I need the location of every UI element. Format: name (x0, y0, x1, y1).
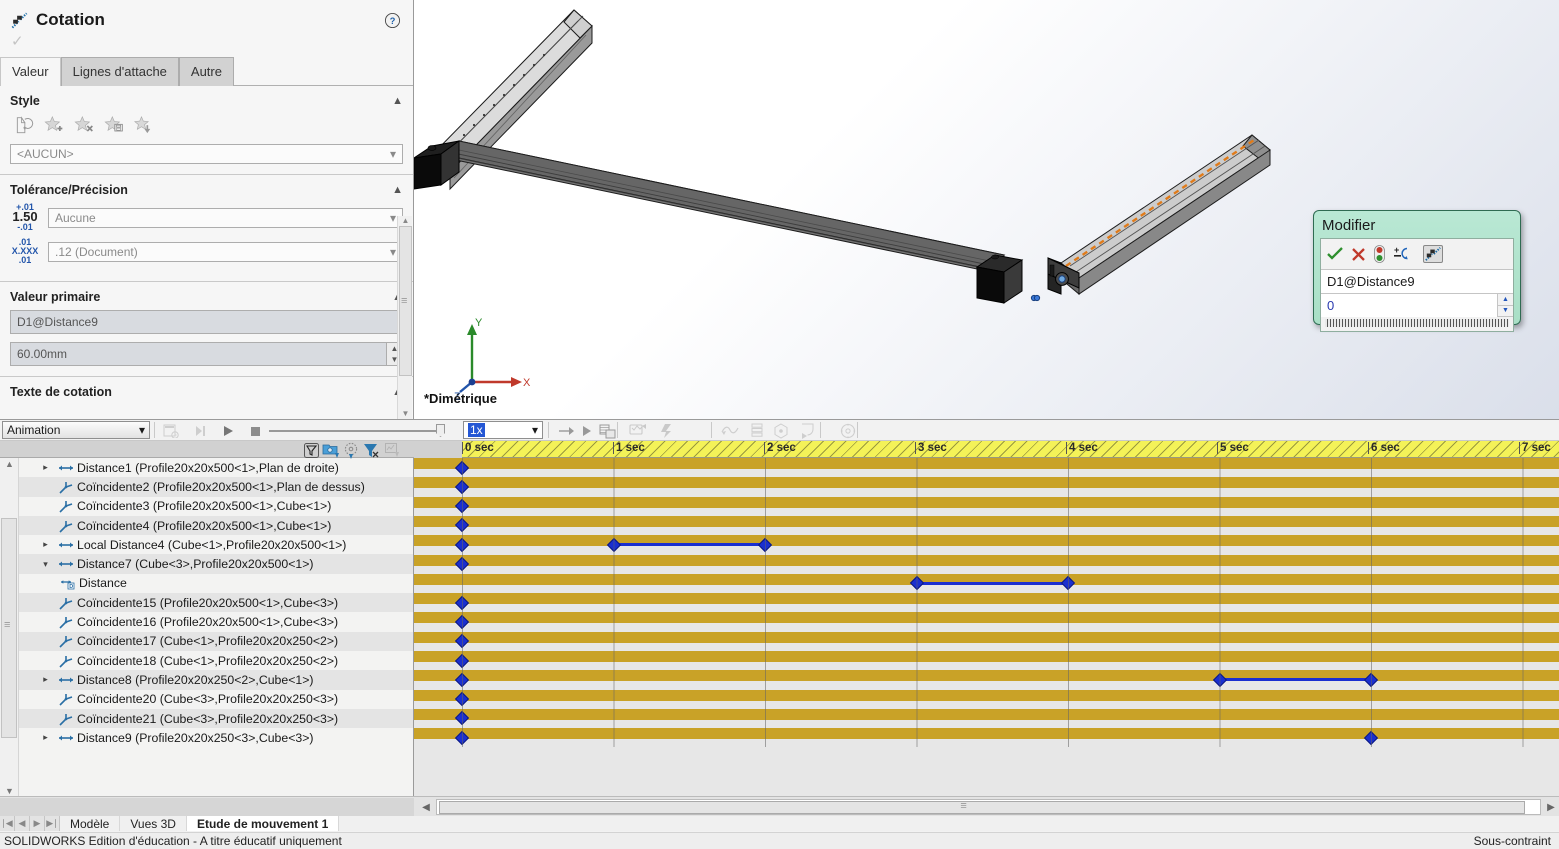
svg-text:?: ? (390, 16, 396, 26)
svg-text:X: X (523, 377, 531, 389)
svg-text:+: + (1394, 246, 1399, 255)
svg-text:Y: Y (475, 317, 483, 329)
